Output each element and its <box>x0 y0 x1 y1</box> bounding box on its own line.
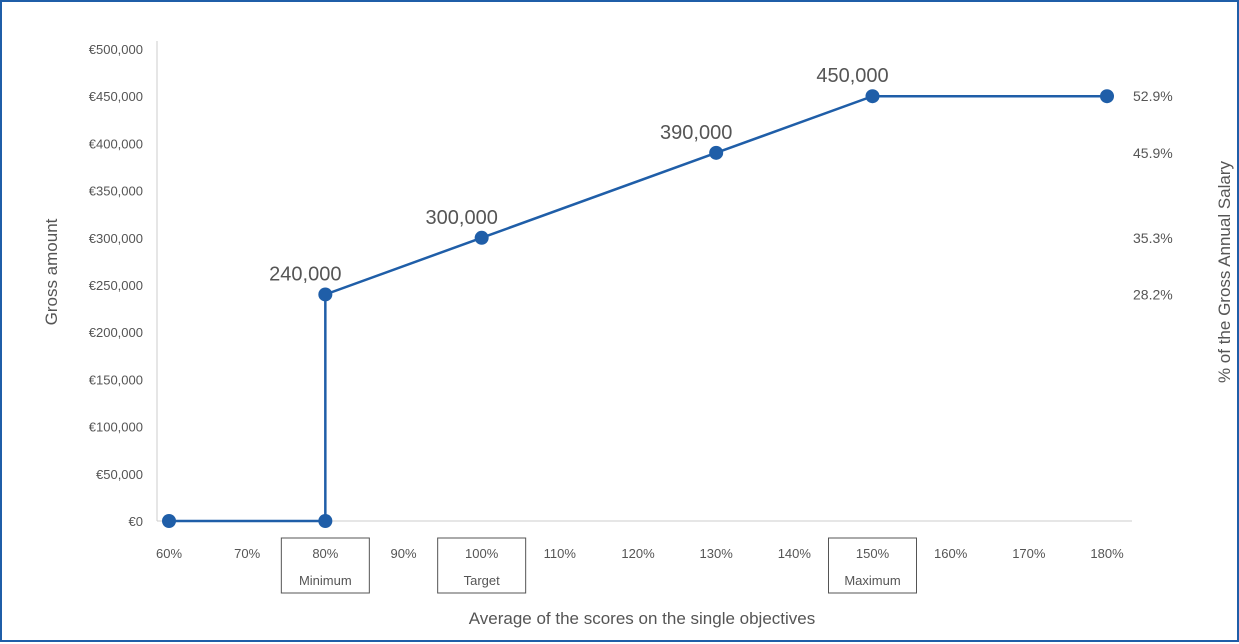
x-tick-label: 60% <box>156 546 182 561</box>
x-tick-label: 130% <box>700 546 734 561</box>
x-tick-label: 170% <box>1012 546 1046 561</box>
y-tick-label: €350,000 <box>89 184 143 199</box>
data-label: 300,000 <box>426 207 498 229</box>
x-tick-label: 160% <box>934 546 968 561</box>
x-annotation-box <box>280 537 370 594</box>
y-tick-label: €250,000 <box>89 278 143 293</box>
data-point <box>1100 89 1114 104</box>
series-line <box>169 94 1107 523</box>
x-tick-label: 140% <box>778 546 812 561</box>
x-tick-label: 100% <box>465 546 499 561</box>
y-tick-label: €500,000 <box>89 42 143 57</box>
x-tick-label: 180% <box>1090 546 1124 561</box>
x-tick-label: 120% <box>621 546 655 561</box>
y-tick-label: €100,000 <box>89 420 143 435</box>
x-annotation-label: Target <box>464 573 501 588</box>
y-tick-label: €150,000 <box>89 372 143 387</box>
data-point <box>474 230 489 245</box>
salary-percent-label: 35.3% <box>1133 230 1173 246</box>
y2-axis-title: % of the Gross Annual Salary <box>1215 160 1234 383</box>
salary-percent-label: 52.9% <box>1133 88 1173 104</box>
y-tick-label: €200,000 <box>89 325 143 340</box>
y-tick-label: €50,000 <box>96 467 143 482</box>
data-point <box>709 145 724 160</box>
data-point <box>162 514 176 528</box>
y-tick-label: €450,000 <box>89 89 143 104</box>
y-axis-title: Gross amount <box>42 218 61 325</box>
x-annotation-box <box>828 537 917 594</box>
salary-percent-label: 28.2% <box>1133 286 1173 302</box>
data-point <box>865 89 880 104</box>
data-label: 390,000 <box>660 122 732 144</box>
data-point <box>318 287 333 302</box>
x-tick-label: 110% <box>544 546 577 561</box>
x-tick-label: 90% <box>390 546 416 561</box>
y-tick-label: €0 <box>129 514 143 529</box>
x-annotation-box <box>437 537 527 594</box>
y-tick-label: €400,000 <box>89 136 143 151</box>
data-label: 450,000 <box>816 65 888 87</box>
x-annotation-label: Maximum <box>844 573 900 588</box>
x-axis-title: Average of the scores on the single obje… <box>469 609 816 628</box>
x-tick-label: 70% <box>234 546 260 561</box>
x-tick-label: 150% <box>856 546 890 561</box>
salary-percent-label: 45.9% <box>1133 145 1173 161</box>
data-point <box>318 514 333 528</box>
x-annotation-label: Minimum <box>299 573 352 588</box>
y-tick-label: €300,000 <box>89 231 143 246</box>
x-tick-label: 80% <box>312 546 338 561</box>
data-label: 240,000 <box>269 263 341 285</box>
